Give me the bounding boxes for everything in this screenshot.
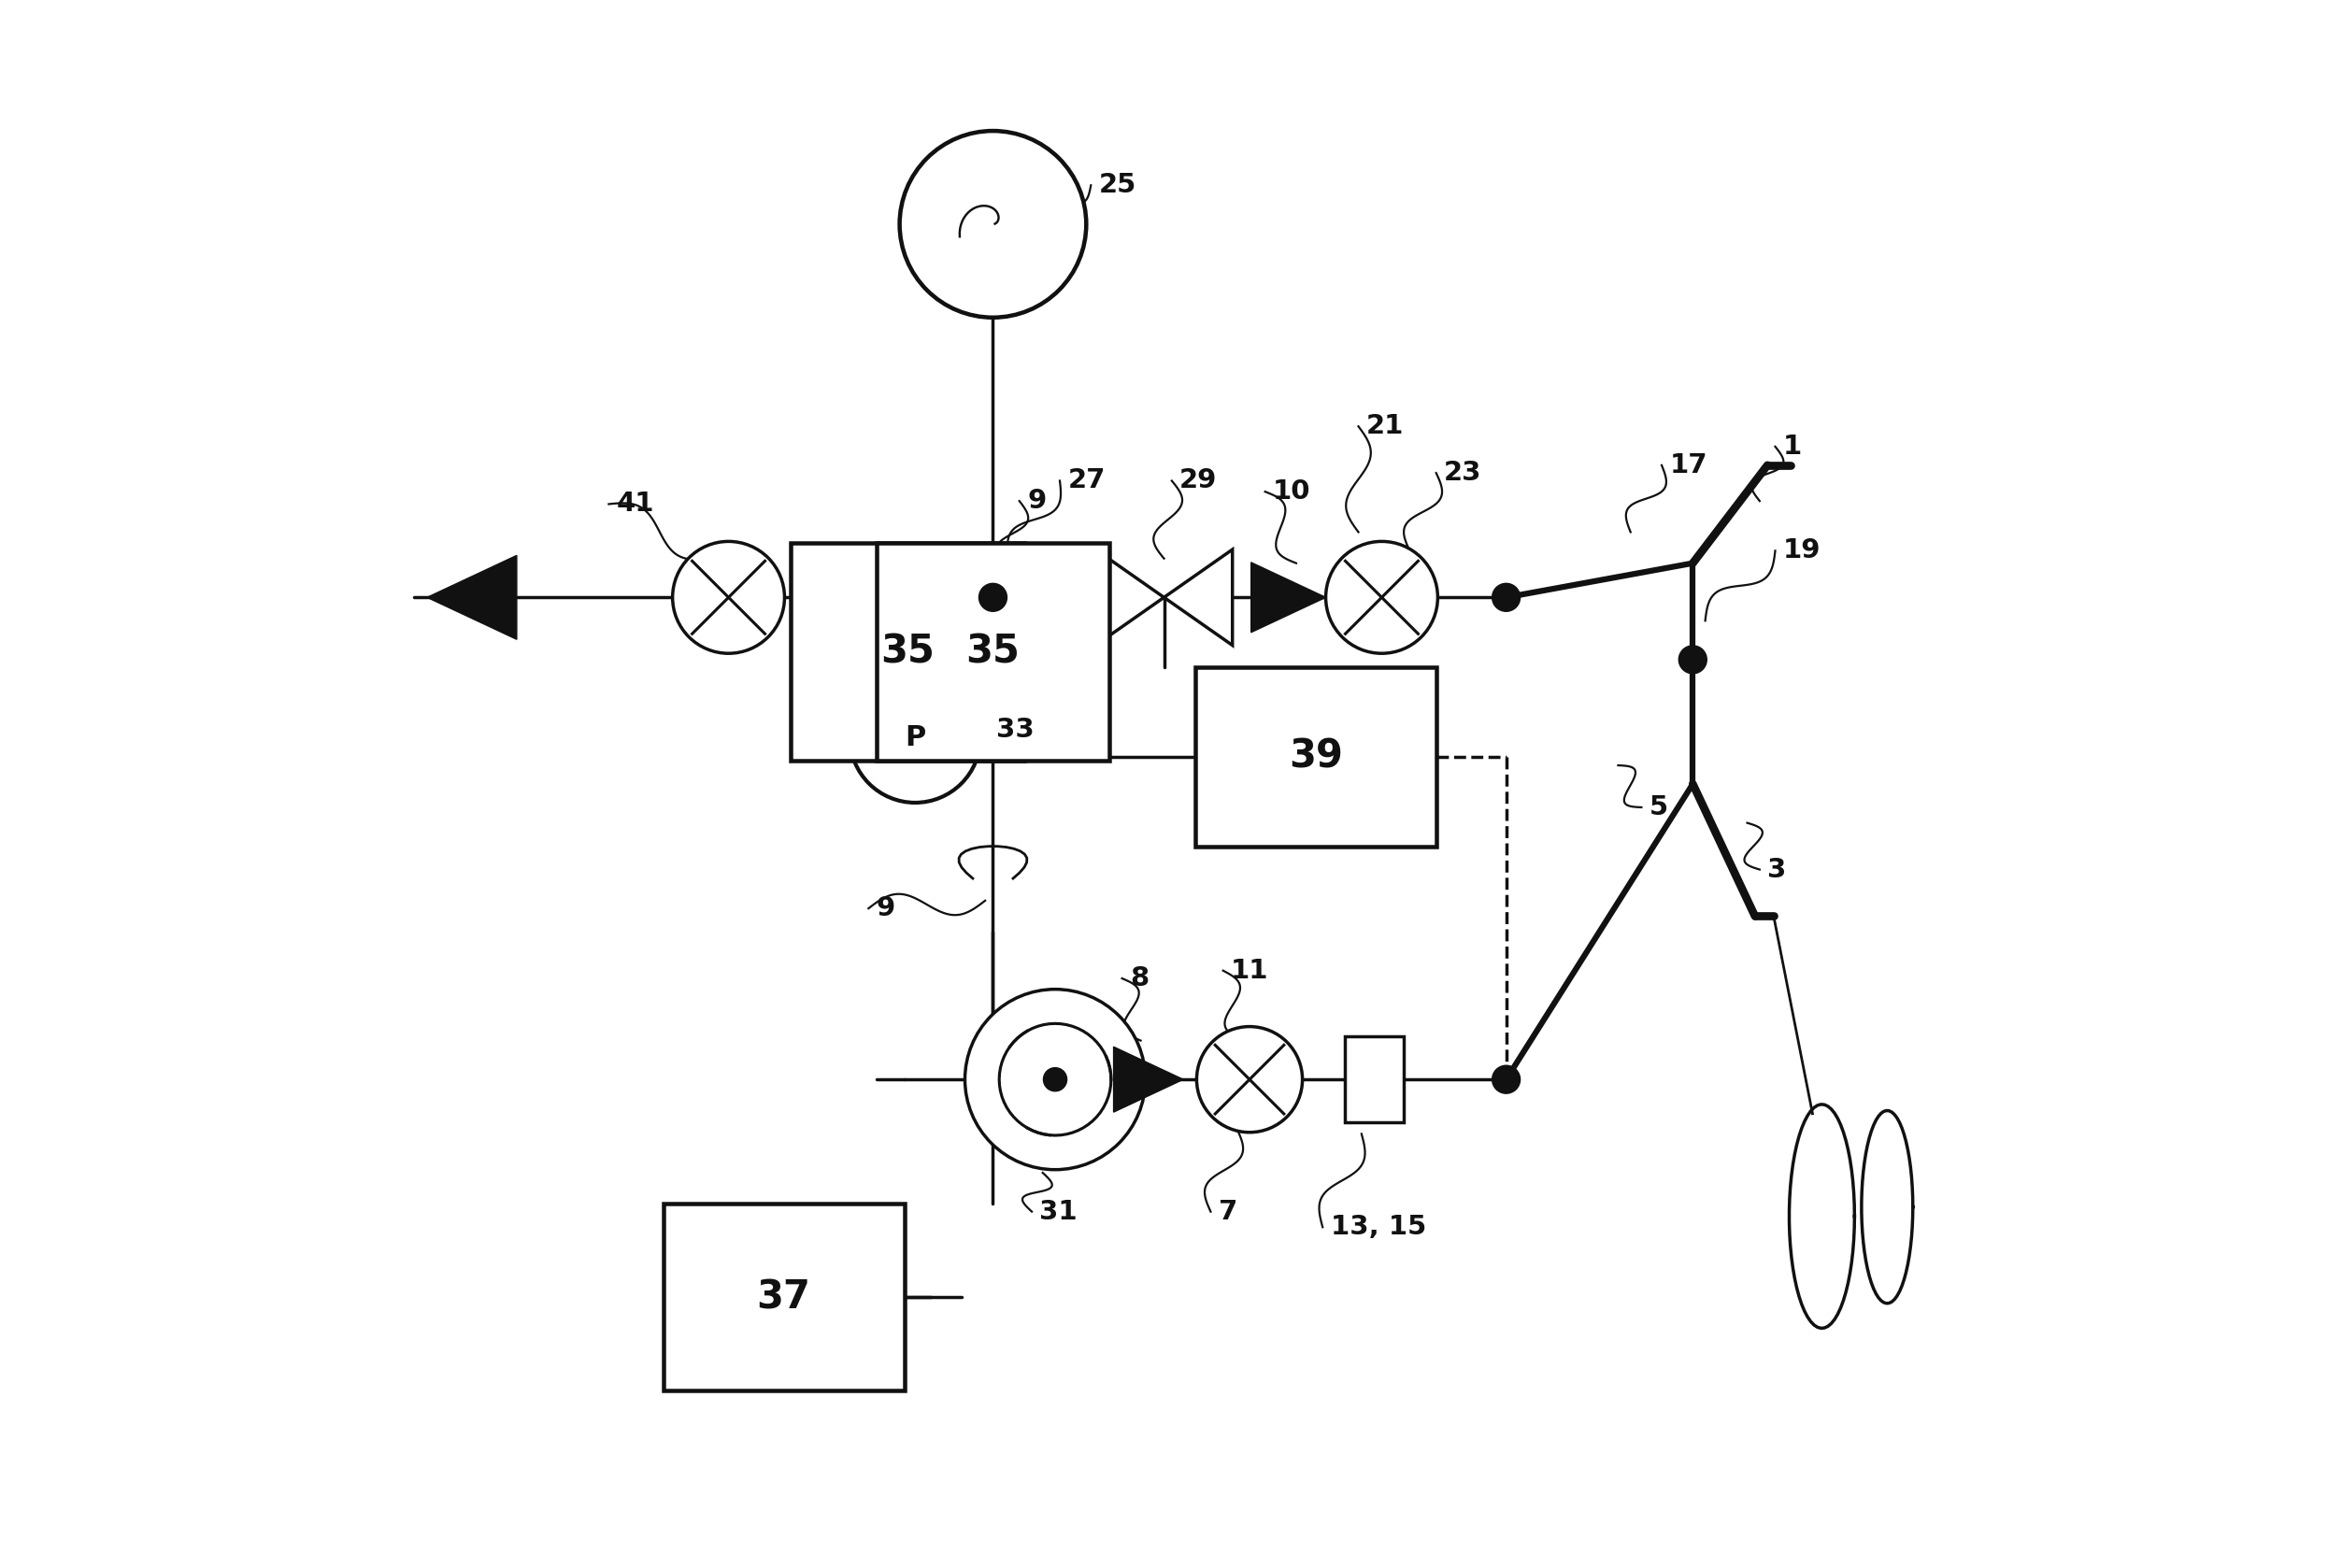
Text: 11: 11 xyxy=(1232,958,1269,983)
Text: 39: 39 xyxy=(1290,737,1343,776)
Text: 1: 1 xyxy=(1783,433,1802,459)
Text: 35: 35 xyxy=(880,632,934,671)
Circle shape xyxy=(1197,1027,1301,1132)
Text: 7: 7 xyxy=(1218,1198,1238,1225)
Circle shape xyxy=(1131,1066,1159,1093)
Polygon shape xyxy=(1096,549,1164,646)
Circle shape xyxy=(1492,583,1520,612)
Polygon shape xyxy=(426,555,517,640)
Circle shape xyxy=(673,541,785,654)
Text: 41: 41 xyxy=(617,491,654,517)
Text: 37: 37 xyxy=(757,1278,810,1317)
Text: P: P xyxy=(906,724,927,751)
Circle shape xyxy=(980,583,1008,612)
Text: 33: 33 xyxy=(996,717,1034,743)
Text: 35: 35 xyxy=(966,632,1020,671)
Text: 17: 17 xyxy=(1669,452,1706,478)
Text: 29: 29 xyxy=(1180,467,1218,494)
Text: 27: 27 xyxy=(1069,467,1106,494)
Circle shape xyxy=(1678,646,1706,674)
Bar xyxy=(875,543,1110,760)
Circle shape xyxy=(1492,1066,1520,1093)
Text: 9: 9 xyxy=(875,895,896,922)
Bar xyxy=(1343,1036,1404,1123)
Circle shape xyxy=(850,673,980,803)
Text: 9: 9 xyxy=(1027,488,1045,514)
Text: 19: 19 xyxy=(1783,538,1820,564)
Circle shape xyxy=(899,130,1087,317)
Circle shape xyxy=(1325,541,1439,654)
Text: 31: 31 xyxy=(1041,1198,1078,1225)
Polygon shape xyxy=(1164,549,1232,646)
Bar xyxy=(792,543,1024,760)
Polygon shape xyxy=(1113,1047,1183,1112)
Circle shape xyxy=(964,989,1145,1170)
Text: 13, 15: 13, 15 xyxy=(1329,1214,1427,1240)
Text: 5: 5 xyxy=(1648,795,1669,820)
Circle shape xyxy=(1043,1068,1066,1091)
Text: 21: 21 xyxy=(1367,414,1404,439)
Text: 8: 8 xyxy=(1129,966,1148,991)
Text: 10: 10 xyxy=(1273,478,1311,505)
Bar xyxy=(663,1204,903,1391)
Text: 23: 23 xyxy=(1443,459,1483,486)
Text: 25: 25 xyxy=(1099,172,1136,199)
Text: 3: 3 xyxy=(1767,856,1786,883)
Bar xyxy=(1194,668,1436,847)
Polygon shape xyxy=(1250,563,1325,632)
